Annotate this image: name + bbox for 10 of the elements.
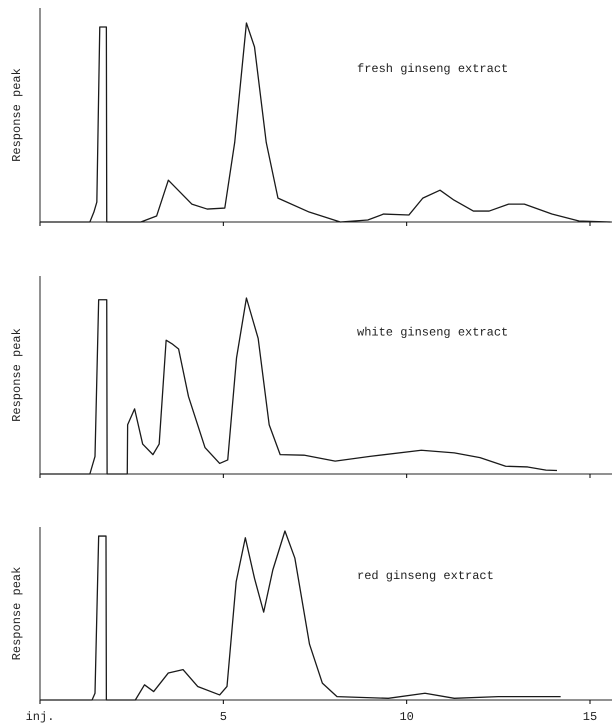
y-axis-title: Response peak: [10, 68, 24, 162]
text: white ginseng extract: [357, 325, 508, 340]
x-tick-label: 10: [399, 710, 414, 724]
y-axis-title: Response peak: [10, 566, 24, 660]
x-tick-label: 15: [582, 710, 598, 724]
y-axis-title: Response peak: [10, 328, 24, 422]
x-tick-label: 5: [220, 710, 227, 724]
text: red ginseng extract: [357, 568, 494, 583]
text: fresh ginseng extract: [357, 62, 508, 76]
x-tick-label: inj.: [26, 710, 54, 724]
